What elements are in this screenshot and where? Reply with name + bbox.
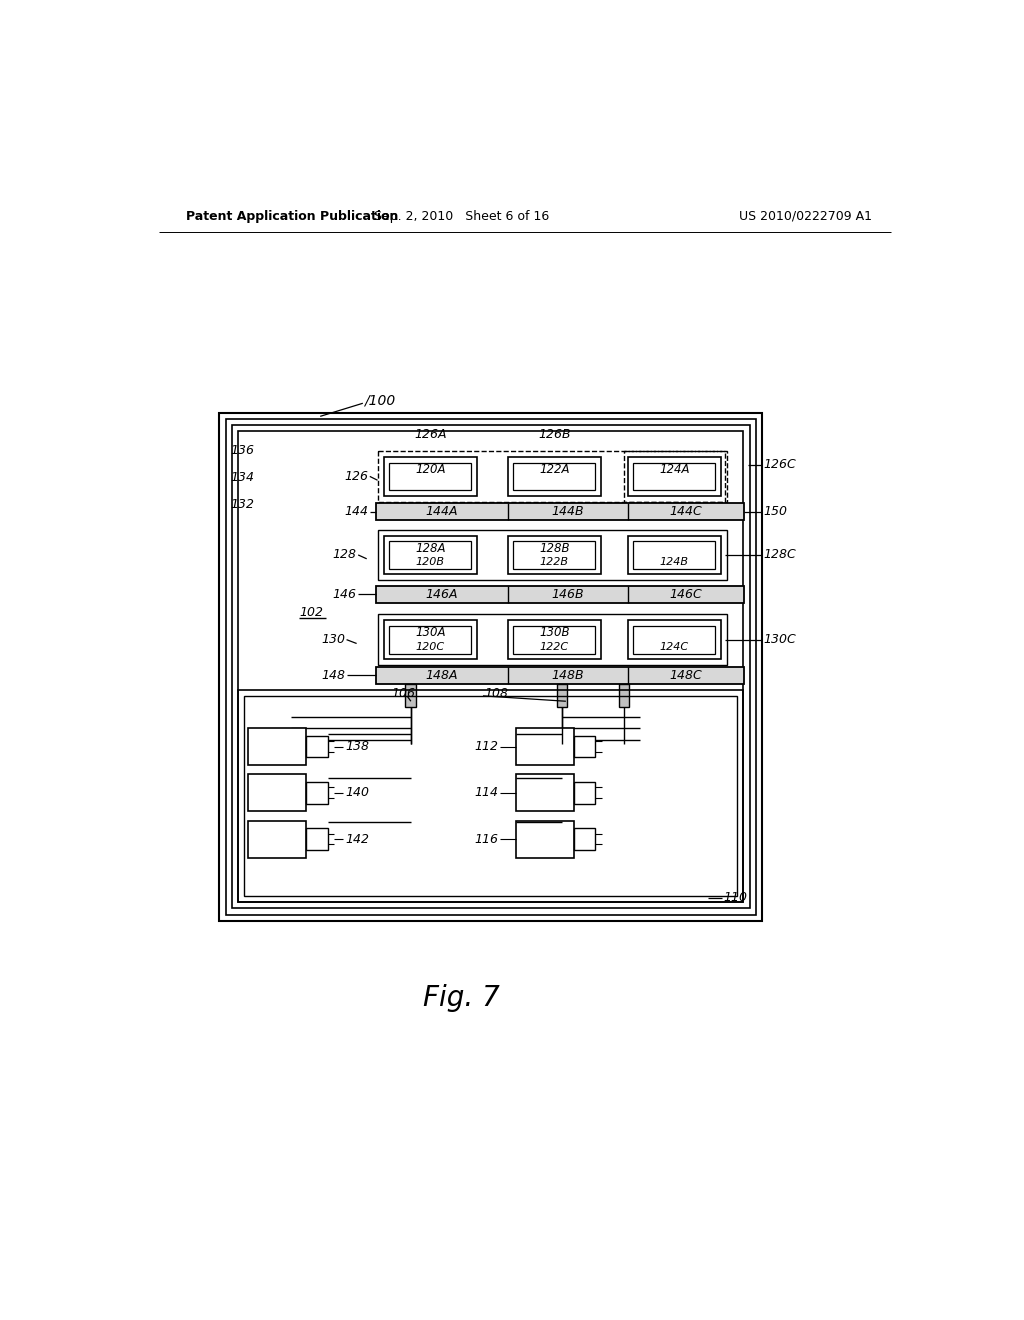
Text: Sep. 2, 2010   Sheet 6 of 16: Sep. 2, 2010 Sheet 6 of 16 (374, 210, 549, 223)
Text: 130C: 130C (764, 634, 797, 647)
Bar (384, 536, 477, 574)
Bar (508, 457, 601, 496)
Text: 124B: 124B (659, 557, 689, 566)
Text: 122B: 122B (540, 557, 568, 566)
Bar (248, 729, 306, 766)
Text: 142: 142 (345, 833, 369, 846)
Text: 106: 106 (391, 686, 416, 700)
Bar (376, 586, 744, 603)
Text: 120A: 120A (415, 463, 445, 477)
Text: 130: 130 (321, 634, 345, 647)
Bar (633, 626, 716, 653)
Text: 140: 140 (345, 787, 369, 800)
Text: 138: 138 (345, 741, 369, 754)
Bar (231, 425, 750, 908)
Bar (573, 829, 595, 850)
Text: 146: 146 (333, 587, 356, 601)
Bar (573, 781, 595, 804)
Text: 128A: 128A (415, 541, 445, 554)
Bar (248, 821, 306, 858)
Text: 144C: 144C (670, 506, 702, 519)
Bar (384, 457, 477, 496)
Bar (515, 821, 573, 858)
Bar (378, 614, 727, 665)
Text: 126A: 126A (414, 428, 446, 441)
Bar (376, 503, 744, 520)
Text: 128C: 128C (764, 548, 797, 561)
Bar (306, 781, 328, 804)
Text: Fig. 7: Fig. 7 (423, 983, 500, 1011)
Text: 148: 148 (321, 668, 345, 681)
Text: 110: 110 (723, 891, 748, 904)
Bar (225, 418, 756, 915)
Bar (573, 737, 595, 758)
Text: 144A: 144A (426, 506, 458, 519)
Text: 148C: 148C (670, 668, 702, 681)
Text: 126C: 126C (764, 458, 797, 471)
Bar (633, 541, 716, 569)
Bar (515, 729, 573, 766)
Bar (628, 620, 721, 659)
Text: 124C: 124C (659, 642, 689, 652)
Bar (378, 451, 727, 502)
Text: 126B: 126B (538, 428, 570, 441)
Text: 146C: 146C (670, 587, 702, 601)
Text: 130B: 130B (539, 626, 569, 639)
Bar (306, 737, 328, 758)
Text: /100: /100 (365, 393, 395, 408)
Bar (406, 684, 417, 706)
Text: 128: 128 (333, 548, 356, 561)
Text: 112: 112 (474, 741, 499, 754)
Bar (633, 462, 716, 490)
Text: 144B: 144B (552, 506, 584, 519)
Bar (513, 626, 595, 653)
Bar (238, 430, 743, 903)
Bar (628, 536, 721, 574)
Bar (245, 696, 737, 896)
Bar (306, 829, 328, 850)
Text: 102: 102 (300, 606, 324, 619)
Text: 148B: 148B (552, 668, 584, 681)
Text: US 2010/0222709 A1: US 2010/0222709 A1 (739, 210, 872, 223)
Text: 108: 108 (484, 686, 509, 700)
Bar (389, 462, 471, 490)
Text: 120C: 120C (416, 642, 444, 652)
Text: 122A: 122A (539, 463, 569, 477)
Bar (557, 684, 567, 706)
Text: 146B: 146B (552, 587, 584, 601)
Text: 128B: 128B (539, 541, 569, 554)
Text: 144: 144 (344, 506, 369, 519)
Text: 114: 114 (474, 787, 499, 800)
Text: 124A: 124A (659, 463, 689, 477)
Bar (508, 620, 601, 659)
Text: Patent Application Publication: Patent Application Publication (186, 210, 398, 223)
Bar (389, 541, 471, 569)
Bar (376, 667, 744, 684)
Bar (628, 457, 721, 496)
Text: 148A: 148A (426, 668, 458, 681)
Bar (513, 541, 595, 569)
Bar (508, 536, 601, 574)
Bar (513, 462, 595, 490)
Bar (624, 451, 725, 502)
Text: 136: 136 (230, 445, 255, 458)
Bar (389, 626, 471, 653)
Text: 122C: 122C (540, 642, 568, 652)
Text: 150: 150 (764, 506, 787, 519)
Bar (378, 529, 727, 581)
Text: 116: 116 (474, 833, 499, 846)
Text: 146A: 146A (426, 587, 458, 601)
Bar (384, 620, 477, 659)
Text: 120B: 120B (416, 557, 444, 566)
Text: 126: 126 (344, 470, 369, 483)
Text: 134: 134 (230, 471, 255, 484)
Text: 130A: 130A (415, 626, 445, 639)
Bar (248, 775, 306, 812)
Bar (618, 684, 630, 706)
Text: 132: 132 (230, 499, 255, 511)
Bar (515, 775, 573, 812)
Bar (219, 412, 762, 921)
Bar (238, 689, 743, 903)
